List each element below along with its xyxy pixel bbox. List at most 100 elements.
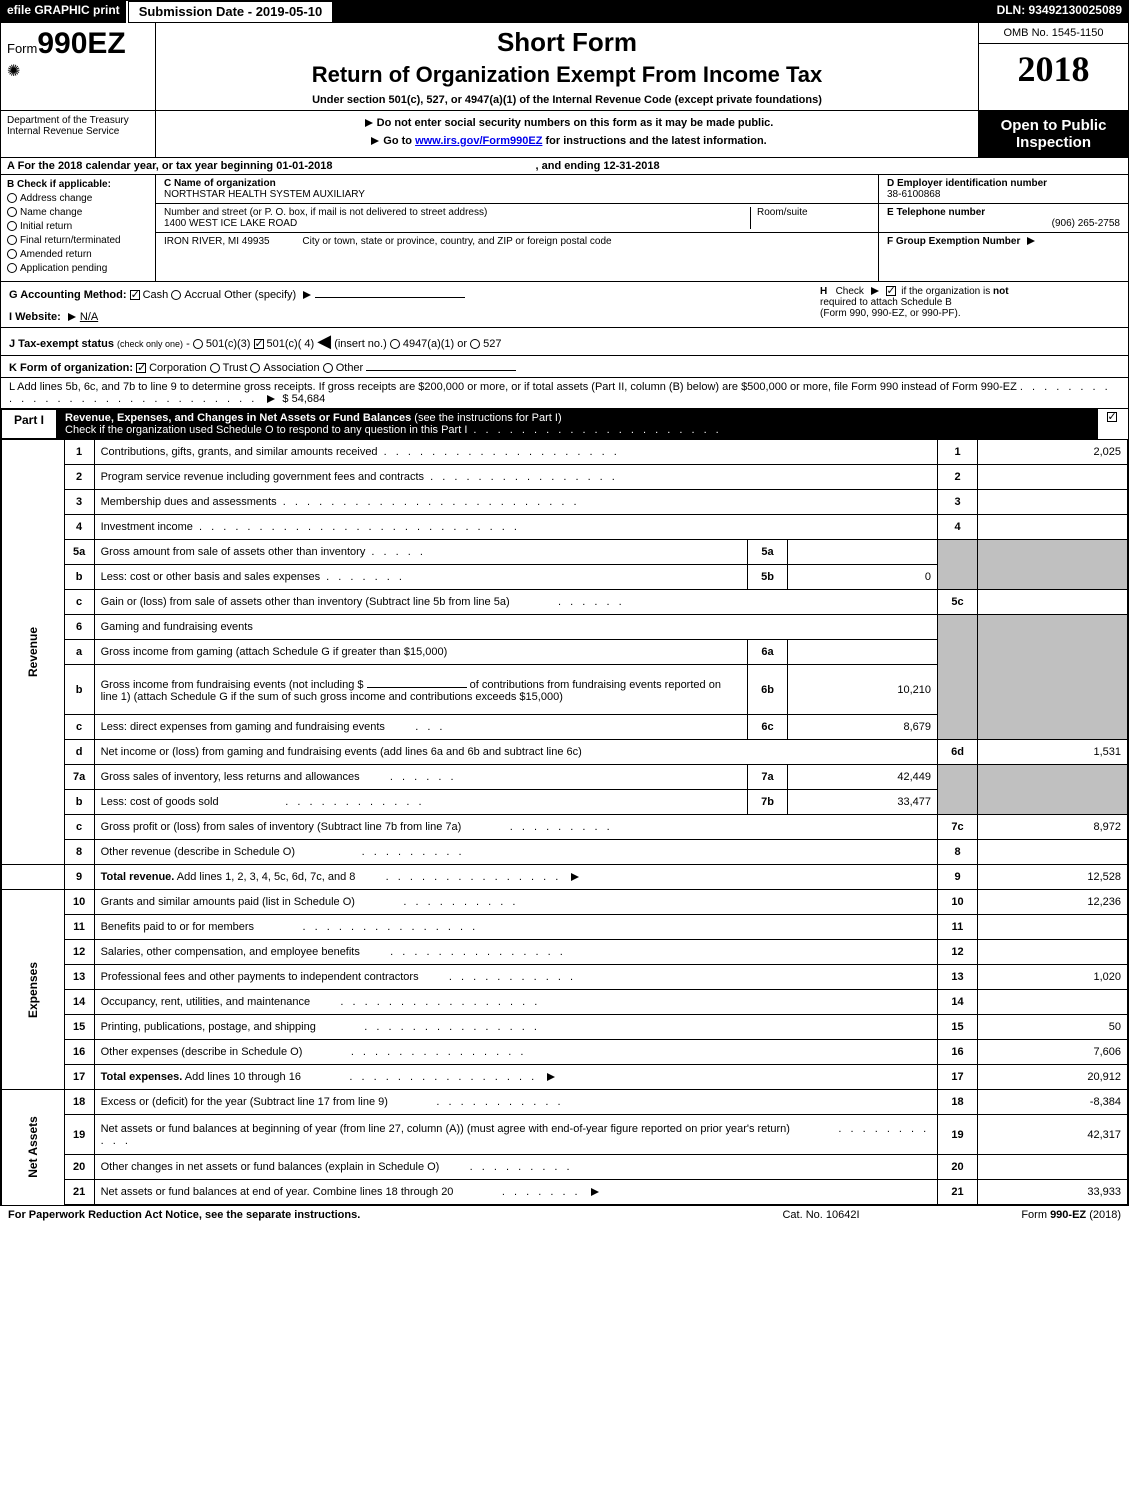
row-5a: 5a Gross amount from sale of assets othe…: [2, 540, 1128, 565]
row-7a-midval: 42,449: [788, 765, 938, 790]
room-suite-label: Room/suite: [757, 207, 870, 218]
check-application-pending[interactable]: Application pending: [7, 263, 149, 274]
row-4-num: 4: [64, 515, 94, 540]
row-20: 20 Other changes in net assets or fund b…: [2, 1155, 1128, 1180]
instructions-link[interactable]: www.irs.gov/Form990EZ: [415, 135, 542, 147]
check-other-org[interactable]: [323, 363, 333, 373]
row-6c: c Less: direct expenses from gaming and …: [2, 715, 1128, 740]
section-revenue: Revenue: [26, 627, 40, 677]
row-5a-midnum: 5a: [748, 540, 788, 565]
telephone-value: (906) 265-2758: [887, 218, 1120, 229]
section-expenses: Expenses: [26, 961, 40, 1017]
line-i-label: I Website:: [9, 311, 61, 323]
row-6a-desc: Gross income from gaming (attach Schedul…: [101, 646, 448, 658]
row-6a-num: a: [64, 640, 94, 665]
city-state-zip: IRON RIVER, MI 49935: [164, 236, 270, 247]
lines-table: Revenue 1 Contributions, gifts, grants, …: [1, 439, 1128, 1205]
arrow-icon: [303, 291, 311, 299]
check-501c[interactable]: [254, 339, 264, 349]
check-association[interactable]: [250, 363, 260, 373]
line-a-prefix: A: [7, 160, 15, 172]
row-6b-desc1: Gross income from fundraising events (no…: [101, 679, 364, 691]
opt-501c3: 501(c)(3): [206, 338, 251, 350]
row-2-num: 2: [64, 465, 94, 490]
check-527[interactable]: [470, 339, 480, 349]
check-final-return[interactable]: Final return/terminated: [7, 235, 149, 246]
check-schedule-b[interactable]: [886, 286, 896, 296]
row-13: 13 Professional fees and other payments …: [2, 965, 1128, 990]
fundraising-amount-input[interactable]: [367, 676, 467, 688]
row-1-num: 1: [64, 440, 94, 465]
check-name-change[interactable]: Name change: [7, 207, 149, 218]
row-4-linecol: 4: [938, 515, 978, 540]
row-2-amount: [978, 465, 1128, 490]
line-k: K Form of organization: Corporation Trus…: [1, 356, 1128, 378]
row-18: Net Assets 18 Excess or (deficit) for th…: [2, 1090, 1128, 1115]
check-cash[interactable]: [130, 290, 140, 300]
row-15-num: 15: [64, 1015, 94, 1040]
row-7a-desc: Gross sales of inventory, less returns a…: [101, 771, 360, 783]
check-501c3[interactable]: [193, 339, 203, 349]
row-18-amount: -8,384: [978, 1090, 1128, 1115]
row-20-desc: Other changes in net assets or fund bala…: [101, 1161, 440, 1173]
row-2: 2 Program service revenue including gove…: [2, 465, 1128, 490]
row-13-linecol: 13: [938, 965, 978, 990]
line-a-text: For the 2018 calendar year, or tax year …: [18, 160, 333, 172]
check-schedule-o[interactable]: [1107, 412, 1117, 422]
row-9-num: 9: [64, 865, 94, 890]
check-corporation[interactable]: [136, 363, 146, 373]
row-8-desc: Other revenue (describe in Schedule O): [101, 846, 295, 858]
row-17-num: 17: [64, 1065, 94, 1090]
row-9-linecol: 9: [938, 865, 978, 890]
other-specify-input[interactable]: [315, 286, 465, 298]
line-h-text2: required to attach Schedule B: [820, 297, 952, 308]
row-10-linecol: 10: [938, 890, 978, 915]
row-7b-midval: 33,477: [788, 790, 938, 815]
check-accrual[interactable]: [171, 290, 181, 300]
line-a-ending: , and ending 12-31-2018: [536, 160, 660, 172]
row-11-num: 11: [64, 915, 94, 940]
line-g-label: G Accounting Method:: [9, 289, 127, 301]
page-footer: For Paperwork Reduction Act Notice, see …: [0, 1206, 1129, 1224]
efile-print-label[interactable]: efile GRAPHIC print: [1, 1, 128, 23]
line-l-amount: $ 54,684: [282, 393, 325, 405]
submission-date: Submission Date - 2019-05-10: [128, 1, 334, 23]
check-initial-return[interactable]: Initial return: [7, 221, 149, 232]
row-9-desc-bold: Total revenue.: [101, 871, 175, 883]
other-org-input[interactable]: [366, 359, 516, 371]
row-7c-num: c: [64, 815, 94, 840]
omb-number: OMB No. 1545-1150: [979, 23, 1128, 44]
line-c-label: C Name of organization: [164, 178, 276, 189]
row-5b-midval: 0: [788, 565, 938, 590]
row-17: 17 Total expenses. Add lines 10 through …: [2, 1065, 1128, 1090]
line-h-not: not: [993, 286, 1009, 297]
row-2-desc: Program service revenue including govern…: [101, 471, 424, 483]
arrow-icon: [547, 1073, 555, 1081]
row-13-desc: Professional fees and other payments to …: [101, 971, 419, 983]
row-6a-midval: [788, 640, 938, 665]
line-g-h: G Accounting Method: Cash Accrual Other …: [1, 282, 1128, 328]
return-title: Return of Organization Exempt From Incom…: [166, 62, 968, 88]
check-4947[interactable]: [390, 339, 400, 349]
row-4-desc: Investment income: [101, 521, 193, 533]
part-1-header: Part I Revenue, Expenses, and Changes in…: [1, 409, 1128, 439]
arrow-icon: [371, 137, 379, 145]
check-amended-return[interactable]: Amended return: [7, 249, 149, 260]
row-6a-midnum: 6a: [748, 640, 788, 665]
row-3-num: 3: [64, 490, 94, 515]
inspection-label: Inspection: [983, 134, 1124, 151]
check-trust[interactable]: [210, 363, 220, 373]
row-8-amount: [978, 840, 1128, 865]
row-5b-midnum: 5b: [748, 565, 788, 590]
row-17-amount: 20,912: [978, 1065, 1128, 1090]
opt-other-org: Other: [336, 362, 364, 374]
irs-label: Internal Revenue Service: [7, 126, 149, 137]
opt-4947: 4947(a)(1) or: [403, 338, 467, 350]
check-address-change[interactable]: Address change: [7, 193, 149, 204]
row-6b-num: b: [64, 665, 94, 715]
dept-treasury: Department of the Treasury: [7, 115, 149, 126]
org-name: NORTHSTAR HEALTH SYSTEM AUXILIARY: [164, 189, 870, 200]
row-17-desc-bold: Total expenses.: [101, 1071, 183, 1083]
row-17-desc: Add lines 10 through 16: [182, 1071, 301, 1083]
opt-527: 527: [483, 338, 501, 350]
